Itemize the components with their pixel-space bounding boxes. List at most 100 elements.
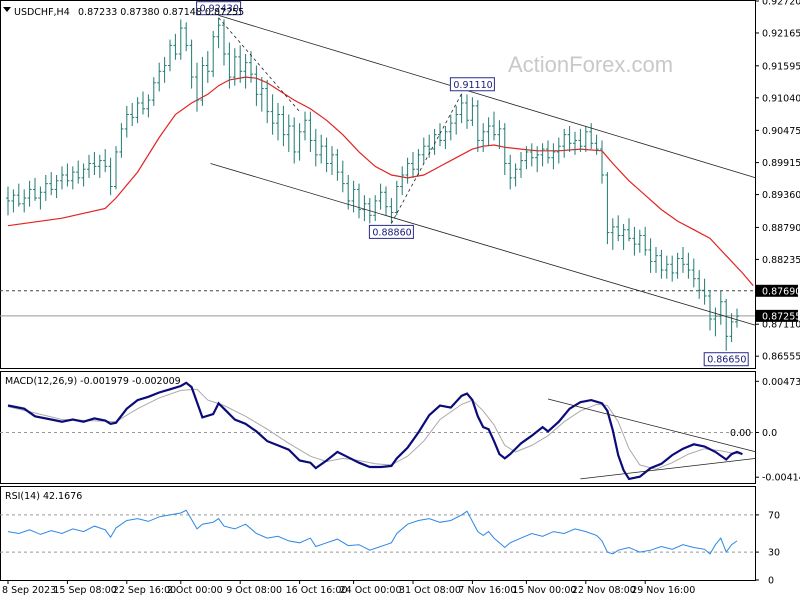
ohlc-bar (648, 238, 653, 273)
ohlc-bar (54, 174, 59, 199)
ohlc-bar (303, 111, 307, 141)
ohlc-bar (335, 149, 340, 181)
ohlc-bar (6, 186, 10, 216)
ohlc-bar (697, 270, 702, 299)
price-y-tick-label: 0.87110 (762, 320, 800, 331)
ohlc-bar (270, 94, 275, 135)
ohlc-bar (486, 117, 491, 147)
ohlc-bar (492, 111, 496, 141)
ohlc-bar (227, 42, 232, 89)
ohlc-bar (151, 77, 156, 106)
time-tick-label: 22 Nov 08:00 (572, 585, 636, 596)
rsi-y-tick-label: 70 (768, 510, 780, 521)
current-price-badge (756, 309, 798, 322)
time-tick-label: 24 Oct 00:00 (340, 585, 402, 596)
ohlc-bar (562, 128, 567, 158)
ohlc-bar (448, 114, 453, 141)
macd-main-path (7, 381, 743, 481)
rsi-pane-frame (0, 486, 756, 581)
macd-y-axis: 0.004738 0.0 -0.004144 0.00 (0, 377, 800, 484)
ohlc-bar (578, 128, 583, 152)
ohlc-bar (438, 123, 442, 147)
ohlc-bar (664, 255, 669, 279)
channel-upper-line (218, 15, 757, 179)
ohlc-bar (610, 218, 615, 250)
ohlc-bar (616, 215, 621, 242)
ohlc-bar (162, 56, 167, 83)
price-header: USDCHF,H4 0.87233 0.87380 0.87148 0.8725… (3, 7, 244, 18)
price-y-tick-label: 0.86555 (762, 352, 800, 363)
ohlc-bar (33, 177, 37, 201)
ohlc-bar (324, 137, 329, 173)
ohlc-bar (362, 195, 367, 222)
ohlc-bar (11, 189, 16, 213)
rsi-title: RSI(14) 42.1676 (5, 491, 82, 502)
ohlc-bar (405, 157, 410, 184)
ohlc-bar (184, 22, 189, 52)
ohlc-bar (535, 146, 540, 173)
ohlc-bar (232, 48, 237, 86)
price-pane: ActionForex.com 0.927200.921650.915950.9… (0, 0, 800, 369)
ohlc-bar (654, 247, 658, 273)
ohlc-bar (529, 143, 534, 167)
ohlc-bar (108, 157, 113, 196)
ohlc-bar (481, 123, 486, 152)
dropdown-triangle-icon[interactable] (3, 7, 11, 12)
ohlc-bar (659, 249, 664, 279)
time-tick-label: 2 Oct 00:00 (167, 585, 223, 596)
ohlc-bar (216, 17, 221, 49)
ohlc-bar (243, 54, 248, 89)
ohlc-bar (286, 114, 291, 152)
ohlc-bar (373, 195, 378, 222)
ohlc-bar (168, 39, 172, 72)
ohlc-bar (643, 226, 648, 256)
ohlc-bar (713, 307, 718, 337)
price-annotation-label: 0.88860 (372, 227, 411, 238)
ohlc-bar (556, 137, 561, 164)
symbol-label: USDCHF,H4 (14, 7, 70, 18)
price-annotations: 0.92430 0.91110 0.88860 0.86650 (196, 1, 749, 367)
ohlc-bar (357, 183, 361, 219)
time-tick-label: 9 Oct 08:00 (226, 585, 282, 596)
ohlc-bar (276, 102, 280, 141)
ohlc-bar (724, 298, 729, 351)
ohlc-bar (265, 79, 270, 124)
ohlc-bar (718, 290, 723, 325)
ohlc-bar (146, 94, 151, 118)
ohlc-bar (38, 186, 43, 210)
ohlc-bar (475, 100, 480, 152)
price-y-tick-label: 0.88790 (762, 223, 800, 234)
price-annotation-box (196, 1, 242, 16)
ohlc-bar (222, 19, 226, 66)
ohlc-bar (443, 126, 448, 150)
macd-pane: 0.004738 0.0 -0.004144 0.00 MACD(12,26,9) -… (0, 371, 800, 484)
ohlc-bar (351, 180, 356, 213)
time-tick-label: 31 Oct 08:00 (399, 585, 461, 596)
ohlc-bar (589, 123, 594, 150)
ohlc-bar (76, 160, 81, 184)
macd-line (7, 381, 743, 481)
price-annotation-label: 0.91110 (453, 80, 492, 91)
ohlc-bar (135, 97, 140, 124)
macd-y-tick-label: 0.0 (762, 428, 777, 439)
time-tick-label: 15 Sep 08:00 (53, 585, 116, 596)
ohlc-bar (308, 111, 313, 152)
ohlc-bar (394, 180, 399, 216)
price-annotation-box (703, 352, 749, 367)
ohlc-bar (600, 140, 604, 184)
ohlc-bar (173, 33, 178, 60)
macd-lower-trendline (580, 457, 756, 480)
ohlc-bar (432, 128, 437, 155)
ohlc-bar (124, 105, 129, 138)
ohlc-bar (691, 258, 696, 288)
ohlc-bar (735, 308, 739, 328)
ohlc-bar (686, 252, 691, 279)
time-tick-label: 8 Sep 2023 (2, 585, 56, 596)
rsi-y-tick-label: 0 (768, 576, 774, 587)
time-tick-label: 15 Nov 00:00 (512, 585, 576, 596)
price-bars (6, 17, 739, 351)
price-annotation-box (449, 77, 495, 92)
ohlc-bar (259, 77, 264, 112)
ohlc-bar (49, 172, 54, 196)
